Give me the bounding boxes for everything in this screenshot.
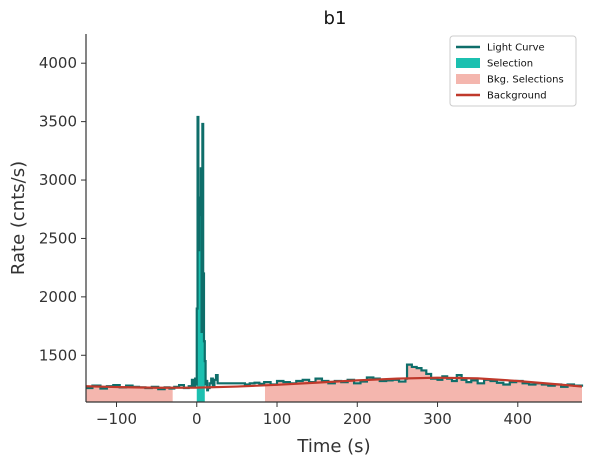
y-tick-label: 1500 xyxy=(39,346,77,364)
x-tick-label: −100 xyxy=(96,410,137,428)
legend-label: Light Curve xyxy=(487,43,545,54)
legend-label: Background xyxy=(487,91,547,102)
legend-swatch xyxy=(456,58,480,68)
x-tick-label: 0 xyxy=(192,410,202,428)
background-model-line xyxy=(85,376,583,389)
legend-label: Bkg. Selections xyxy=(487,75,564,86)
legend-label: Selection xyxy=(487,59,533,70)
y-tick-label: 3500 xyxy=(39,113,77,131)
plot-area xyxy=(85,115,584,402)
x-tick-label: 300 xyxy=(423,410,452,428)
chart-title: b1 xyxy=(324,8,347,29)
x-tick-label: 100 xyxy=(263,410,292,428)
axes: −100 0 100 200 300 400 1500 2000 2500 3000 3500 400… xyxy=(39,34,582,428)
legend-frame xyxy=(449,35,577,107)
y-tick-label: 2000 xyxy=(39,288,77,306)
legend-swatch xyxy=(456,74,480,84)
y-tick-label: 4000 xyxy=(39,54,77,72)
x-tick-label: 200 xyxy=(343,410,372,428)
y-axis-title: Rate (cnts/s) xyxy=(8,161,29,275)
x-tick-label: 400 xyxy=(503,410,532,428)
y-tick-label: 3000 xyxy=(39,171,77,189)
x-axis-title: Time (s) xyxy=(296,436,370,457)
y-tick-label: 2500 xyxy=(39,229,77,247)
bkg-selection-region-2 xyxy=(264,364,582,402)
legend: Light Curve Selection Bkg. Selections Backg… xyxy=(449,35,577,107)
